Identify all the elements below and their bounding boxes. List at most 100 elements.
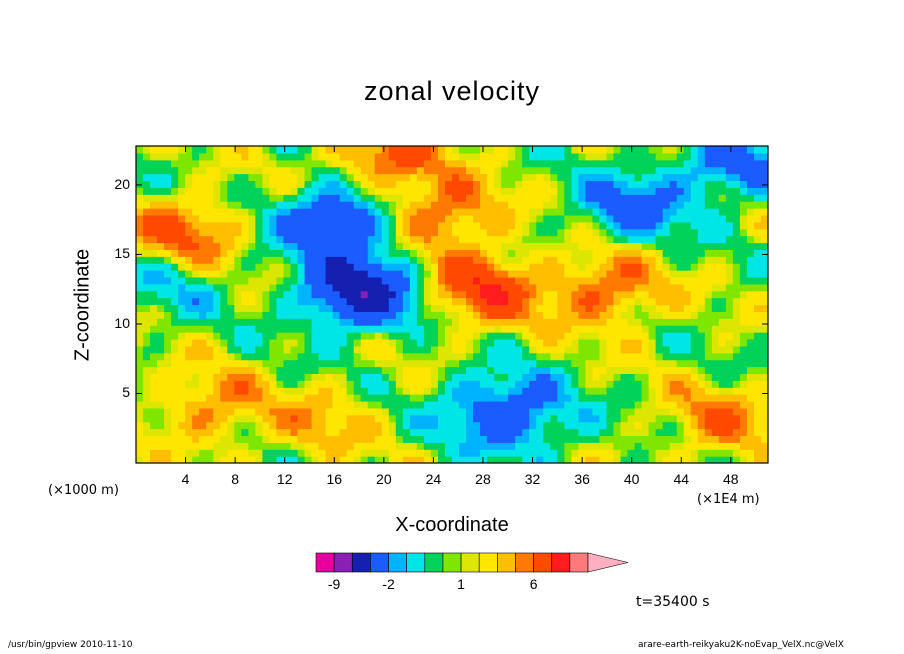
field-cell: [353, 428, 362, 437]
field-cell: [318, 194, 327, 202]
field-cell: [515, 187, 523, 195]
field-cell: [276, 407, 285, 416]
field-cell: [501, 325, 509, 333]
field-cell: [634, 180, 643, 188]
field-cell: [550, 400, 558, 409]
field-cell: [374, 290, 383, 299]
field-cell: [213, 414, 221, 423]
field-cell: [374, 387, 383, 395]
field-cell: [381, 166, 390, 175]
field-cell: [739, 352, 748, 361]
field-cell: [381, 228, 390, 237]
field-cell: [508, 428, 516, 437]
field-cell: [437, 152, 446, 161]
field-cell: [578, 221, 587, 230]
field-cell: [739, 297, 748, 306]
field-cell: [346, 263, 355, 271]
field-cell: [164, 359, 172, 368]
field-cell: [290, 146, 299, 154]
field-cell: [452, 421, 460, 430]
field-cell: [452, 325, 460, 333]
field-cell: [297, 263, 306, 271]
field-cell: [480, 352, 488, 361]
field-cell: [157, 345, 165, 354]
y-axis-label: Z-coordinate: [71, 248, 94, 362]
field-cell: [416, 228, 425, 237]
field-cell: [199, 421, 207, 430]
field-cell: [585, 345, 594, 354]
field-cell: [381, 194, 390, 202]
field-cell: [255, 214, 263, 223]
field-cell: [178, 414, 186, 423]
field-cell: [662, 166, 671, 175]
field-cell: [367, 180, 376, 188]
field-cell: [213, 235, 221, 244]
field-cell: [290, 187, 299, 195]
field-cell: [395, 332, 404, 340]
field-cell: [676, 442, 685, 450]
field-cell: [718, 221, 727, 230]
field-cell: [192, 428, 200, 437]
field-cell: [360, 366, 369, 375]
field-cell: [332, 332, 341, 340]
field-cell: [599, 359, 608, 368]
field-cell: [269, 456, 278, 463]
field-cell: [508, 276, 516, 285]
field-cell: [466, 380, 474, 388]
field-cell: [248, 449, 256, 457]
field-cell: [444, 270, 453, 278]
field-cell: [459, 325, 467, 333]
field-cell: [388, 380, 397, 388]
field-cell: [234, 449, 242, 457]
field-cell: [627, 318, 636, 326]
field-cell: [213, 380, 221, 388]
field-cell: [613, 352, 622, 361]
field-cell: [508, 249, 516, 257]
field-cell: [311, 276, 320, 285]
field-cell: [185, 235, 193, 244]
field-cell: [634, 201, 643, 209]
field-cell: [157, 256, 165, 264]
field-cell: [522, 263, 530, 271]
field-cell: [739, 394, 748, 402]
field-cell: [606, 435, 615, 443]
field-cell: [536, 235, 544, 244]
field-cell: [262, 442, 271, 450]
field-cell: [437, 394, 446, 402]
field-cell: [304, 221, 313, 230]
field-cell: [606, 256, 615, 264]
field-cell: [206, 228, 214, 237]
field-cell: [676, 159, 685, 168]
field-cell: [241, 256, 249, 264]
field-cell: [648, 345, 657, 354]
field-cell: [206, 146, 214, 154]
field-cell: [248, 228, 256, 237]
field-cell: [388, 180, 397, 188]
field-cell: [725, 400, 734, 409]
field-cell: [283, 359, 292, 368]
field-cell: [585, 387, 594, 395]
field-cell: [487, 325, 495, 333]
field-cell: [374, 256, 383, 264]
field-cell: [529, 166, 537, 175]
field-cell: [613, 373, 622, 381]
field-cell: [220, 208, 228, 216]
field-cell: [634, 283, 643, 292]
field-cell: [367, 400, 376, 409]
field-cell: [662, 146, 671, 154]
field-cell: [220, 311, 228, 319]
field-cell: [304, 359, 313, 368]
field-cell: [283, 338, 292, 347]
field-cell: [683, 421, 692, 430]
field-cell: [592, 421, 601, 430]
field-cell: [346, 270, 355, 278]
field-cell: [655, 387, 664, 395]
field-cell: [620, 270, 629, 278]
field-cell: [599, 414, 608, 423]
field-cell: [339, 249, 348, 257]
field-cell: [494, 214, 502, 223]
field-cell: [276, 201, 285, 209]
field-cell: [634, 208, 643, 216]
field-cell: [143, 421, 151, 430]
field-cell: [732, 152, 741, 161]
